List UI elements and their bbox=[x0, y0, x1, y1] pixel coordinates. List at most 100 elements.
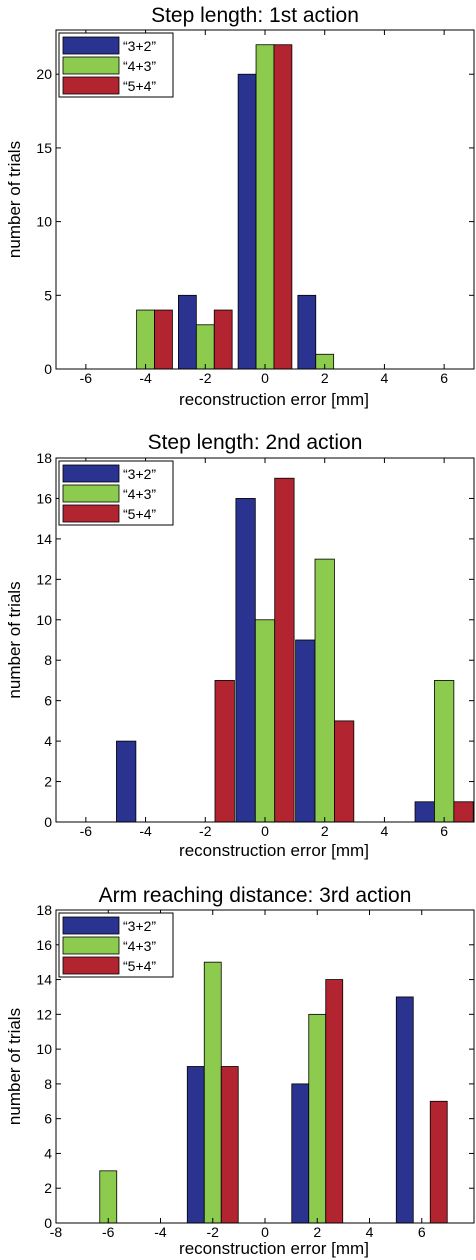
x-tick-label: 0 bbox=[261, 1224, 269, 1240]
x-tick-label: -6 bbox=[80, 823, 93, 839]
legend-swatch bbox=[62, 504, 120, 523]
y-tick-label: 16 bbox=[36, 490, 52, 506]
y-tick-label: 4 bbox=[44, 1145, 52, 1161]
x-tick-label: 6 bbox=[440, 370, 448, 386]
y-tick-label: 16 bbox=[36, 937, 52, 953]
legend-label: “4+3” bbox=[123, 486, 156, 502]
bar-1-s3-c2 bbox=[213, 309, 233, 370]
y-tick-label: 14 bbox=[36, 531, 52, 547]
x-axis-label: reconstruction error [mm] bbox=[179, 390, 369, 409]
legend-label: “5+4” bbox=[123, 78, 156, 94]
y-tick-label: 10 bbox=[36, 612, 52, 628]
x-tick-label: 4 bbox=[381, 370, 389, 386]
legend-swatch bbox=[62, 464, 120, 483]
bar-1-s2-c1 bbox=[136, 309, 155, 370]
x-tick-label: 2 bbox=[321, 823, 329, 839]
legend-label: “3+2” bbox=[123, 38, 156, 54]
x-tick-label: -2 bbox=[207, 1224, 220, 1240]
y-axis-label: number of trials bbox=[5, 1008, 24, 1125]
y-tick-label: 0 bbox=[44, 361, 52, 377]
y-tick-label: 12 bbox=[36, 1006, 52, 1022]
y-tick-label: 14 bbox=[36, 972, 52, 988]
chart-title: Step length: 1st action bbox=[151, 4, 359, 27]
x-tick-label: -4 bbox=[154, 1224, 167, 1240]
bar-1-s3-c3 bbox=[273, 44, 293, 370]
y-tick-label: 8 bbox=[44, 1076, 52, 1092]
legend-swatch bbox=[62, 76, 120, 95]
bar-3-s2-c3 bbox=[203, 961, 222, 1224]
x-tick-label: 2 bbox=[313, 1224, 321, 1240]
x-tick-label: 2 bbox=[321, 370, 329, 386]
y-axis-label: number of trials bbox=[5, 141, 24, 258]
legend-swatch bbox=[62, 484, 120, 503]
chart-title: Step length: 2nd action bbox=[148, 431, 363, 454]
bar-3-s3-c5 bbox=[325, 979, 344, 1224]
y-tick-label: 10 bbox=[36, 214, 52, 230]
bar-2-s1-c1 bbox=[116, 740, 137, 823]
x-tick-label: 4 bbox=[381, 823, 389, 839]
legend-label: “5+4” bbox=[123, 958, 156, 974]
y-tick-label: 8 bbox=[44, 652, 52, 668]
y-tick-label: 20 bbox=[36, 66, 52, 82]
y-tick-label: 12 bbox=[36, 571, 52, 587]
y-tick-label: 18 bbox=[36, 902, 52, 918]
y-tick-label: 15 bbox=[36, 140, 52, 156]
bar-2-s1-c4 bbox=[295, 639, 316, 823]
x-tick-label: -4 bbox=[139, 823, 152, 839]
bar-1-s1-c4 bbox=[297, 294, 317, 370]
bar-3-s3-c7 bbox=[429, 1100, 448, 1224]
histogram-panel-3: -8 -6 -4 -2 0 2 4 6 0 2 4 6 8 10 12 14 16 18 Arm reaching … bbox=[5, 884, 475, 1258]
x-tick-label: -6 bbox=[102, 1224, 115, 1240]
y-axis-label: number of trials bbox=[5, 581, 24, 698]
y-tick-label: 18 bbox=[36, 450, 52, 466]
legend-label: “4+3” bbox=[123, 58, 156, 74]
x-tick-label: -6 bbox=[80, 370, 93, 386]
bar-1-s1-c2 bbox=[178, 294, 197, 370]
bar-3-s1-c5 bbox=[291, 1083, 310, 1224]
legend-label: “3+2” bbox=[123, 918, 156, 934]
legend-label: “3+2” bbox=[123, 466, 156, 482]
x-tick-label: 0 bbox=[261, 370, 269, 386]
y-tick-label: 10 bbox=[36, 1041, 52, 1057]
bar-3-s2-c5 bbox=[308, 1013, 327, 1224]
bar-2-s1-c3 bbox=[235, 498, 256, 823]
bar-2-s3-c2 bbox=[214, 680, 235, 823]
x-axis-label: reconstruction error [mm] bbox=[179, 1239, 369, 1258]
y-tick-label: 5 bbox=[44, 287, 52, 303]
bar-2-s2-c3 bbox=[254, 619, 276, 823]
chart-title: Arm reaching distance: 3rd action bbox=[99, 884, 412, 907]
y-tick-label: 4 bbox=[44, 733, 52, 749]
bar-2-s3-c6 bbox=[453, 801, 474, 823]
y-tick-label: 2 bbox=[44, 774, 52, 790]
bar-1-s1-c3 bbox=[237, 73, 257, 370]
y-tick-label: 2 bbox=[44, 1180, 52, 1196]
bar-2-s3-c3 bbox=[274, 477, 295, 823]
x-tick-label: 6 bbox=[418, 1224, 426, 1240]
legend-swatch bbox=[62, 956, 120, 975]
y-tick-label: 0 bbox=[44, 814, 52, 830]
bar-1-s2-c2 bbox=[195, 324, 215, 370]
legend-swatch bbox=[62, 936, 120, 955]
bar-2-s2-c4 bbox=[314, 558, 335, 823]
y-tick-label: 6 bbox=[44, 693, 52, 709]
x-axis-label: reconstruction error [mm] bbox=[179, 841, 369, 860]
bar-3-s3-c3 bbox=[220, 1066, 239, 1224]
x-tick-label: -4 bbox=[139, 370, 152, 386]
histogram-panel-1: -6 -4 -2 0 2 4 6 0 5 10 15 20 Step length: 1st actio… bbox=[5, 4, 475, 409]
bar-3-s1-c3 bbox=[186, 1066, 205, 1224]
bar-3-s1-c7 bbox=[395, 996, 414, 1224]
x-tick-label: -2 bbox=[199, 370, 212, 386]
bar-2-s1-c6 bbox=[414, 801, 435, 823]
x-tick-label: 0 bbox=[261, 823, 269, 839]
x-tick-label: -8 bbox=[50, 1224, 63, 1240]
legend: “3+2” “4+3” “5+4” bbox=[58, 912, 174, 978]
y-tick-label: 6 bbox=[44, 1111, 52, 1127]
legend-label: “4+3” bbox=[123, 938, 156, 954]
bar-1-s3-c1 bbox=[154, 309, 173, 370]
legend-swatch bbox=[62, 36, 120, 55]
histogram-panel-2: -6 -4 -2 0 2 4 6 0 2 4 6 8 10 12 14 16 18 Step length: 2n… bbox=[5, 431, 475, 860]
x-tick-label: -2 bbox=[199, 823, 212, 839]
bar-1-s2-c3 bbox=[255, 44, 275, 370]
bar-3-s2-c1 bbox=[99, 1170, 118, 1224]
